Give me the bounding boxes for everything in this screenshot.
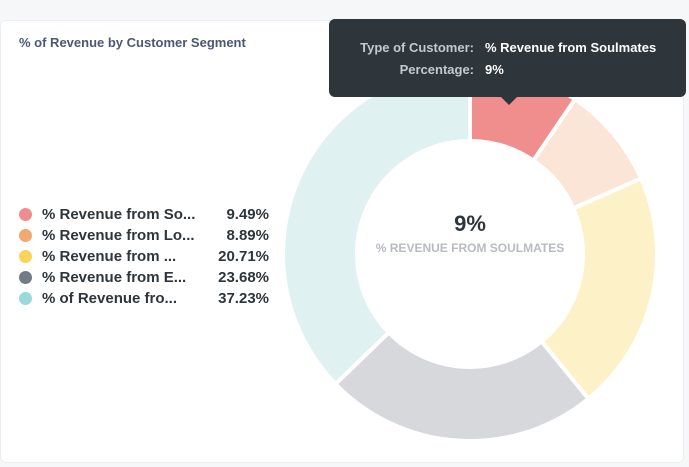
legend-dot [19, 229, 32, 242]
tooltip-arrow [500, 96, 518, 105]
legend-value: 37.23% [218, 290, 269, 307]
legend-dot [19, 292, 32, 305]
legend-item[interactable]: % Revenue from ... 20.71% [19, 246, 269, 267]
legend-item[interactable]: % Revenue from Lo... 8.89% [19, 225, 269, 246]
legend-value: 23.68% [218, 269, 269, 286]
legend-dot [19, 271, 32, 284]
legend-label: % Revenue from ... [42, 248, 177, 265]
legend-label: % of Revenue fro... [42, 290, 178, 307]
legend-item[interactable]: % of Revenue fro... 37.23% [19, 288, 269, 309]
legend-item[interactable]: % Revenue from So... 9.49% [19, 204, 269, 225]
legend-label: % Revenue from Lo... [42, 227, 195, 244]
chart-legend: % Revenue from So... 9.49% % Revenue fro… [19, 204, 269, 309]
donut-slice[interactable] [333, 330, 591, 443]
legend-label: % Revenue from So... [42, 206, 196, 223]
tooltip-value: 9% [485, 62, 504, 77]
tooltip-value: % Revenue from Soulmates [485, 40, 657, 55]
tooltip-key: Percentage: [399, 62, 474, 77]
card-title: % of Revenue by Customer Segment [19, 35, 246, 50]
legend-value: 8.89% [226, 227, 269, 244]
chart-tooltip: Type of Customer: % Revenue from Soulmat… [329, 19, 686, 97]
donut-center-value: 9% [454, 211, 486, 236]
legend-item[interactable]: % Revenue from E... 23.68% [19, 267, 269, 288]
legend-dot [19, 208, 32, 221]
donut-slice[interactable] [539, 176, 659, 401]
legend-dot [19, 250, 32, 263]
donut-center-label: % REVENUE FROM SOULMATES [375, 241, 565, 255]
legend-label: % Revenue from E... [42, 269, 187, 286]
tooltip-key: Type of Customer: [360, 40, 474, 55]
legend-value: 20.71% [218, 248, 269, 265]
legend-value: 9.49% [226, 206, 269, 223]
